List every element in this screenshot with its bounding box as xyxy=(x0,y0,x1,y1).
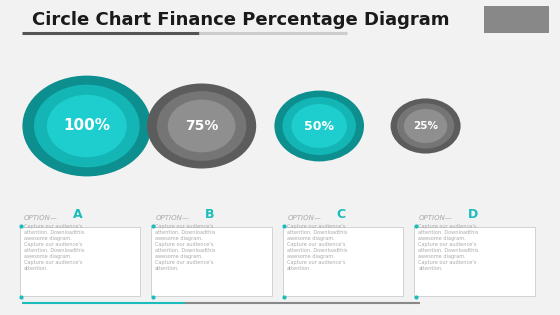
Ellipse shape xyxy=(397,103,454,149)
Ellipse shape xyxy=(147,83,256,169)
Ellipse shape xyxy=(274,91,364,161)
FancyBboxPatch shape xyxy=(484,6,549,33)
FancyBboxPatch shape xyxy=(151,227,272,296)
Text: Capture our audience's
attention. Downloadthis
awesome diagram.
Capture our audi: Capture our audience's attention. Downlo… xyxy=(287,224,347,271)
Ellipse shape xyxy=(47,95,127,157)
Ellipse shape xyxy=(282,97,356,155)
Text: OPTION—: OPTION— xyxy=(24,215,58,220)
Text: Capture our audience's
attention. Downloadthis
awesome diagram.
Capture our audi: Capture our audience's attention. Downlo… xyxy=(24,224,84,271)
Text: Capture our audience's
attention. Downloadthis
awesome diagram.
Capture our audi: Capture our audience's attention. Downlo… xyxy=(418,224,479,271)
Text: 25%: 25% xyxy=(413,121,438,131)
Text: Circle Chart Finance Percentage Diagram: Circle Chart Finance Percentage Diagram xyxy=(32,11,450,29)
Text: D: D xyxy=(468,208,478,221)
FancyBboxPatch shape xyxy=(20,227,140,296)
FancyBboxPatch shape xyxy=(283,227,403,296)
Ellipse shape xyxy=(22,76,151,176)
Ellipse shape xyxy=(391,98,460,154)
Ellipse shape xyxy=(291,104,347,148)
Text: OPTION—: OPTION— xyxy=(287,215,321,220)
Text: OPTION—: OPTION— xyxy=(156,215,189,220)
Text: B: B xyxy=(204,208,214,221)
Text: C: C xyxy=(336,208,345,221)
Ellipse shape xyxy=(404,109,447,143)
Ellipse shape xyxy=(168,100,235,152)
Ellipse shape xyxy=(34,85,139,167)
Text: OPTION—: OPTION— xyxy=(419,215,452,220)
Text: 75%: 75% xyxy=(185,119,218,133)
FancyBboxPatch shape xyxy=(414,227,535,296)
Text: 100%: 100% xyxy=(63,118,110,134)
Text: 50%: 50% xyxy=(304,119,334,133)
Text: Capture our audience's
attention. Downloadthis
awesome diagram.
Capture our audi: Capture our audience's attention. Downlo… xyxy=(155,224,216,271)
Text: A: A xyxy=(73,208,82,221)
Ellipse shape xyxy=(157,91,246,161)
